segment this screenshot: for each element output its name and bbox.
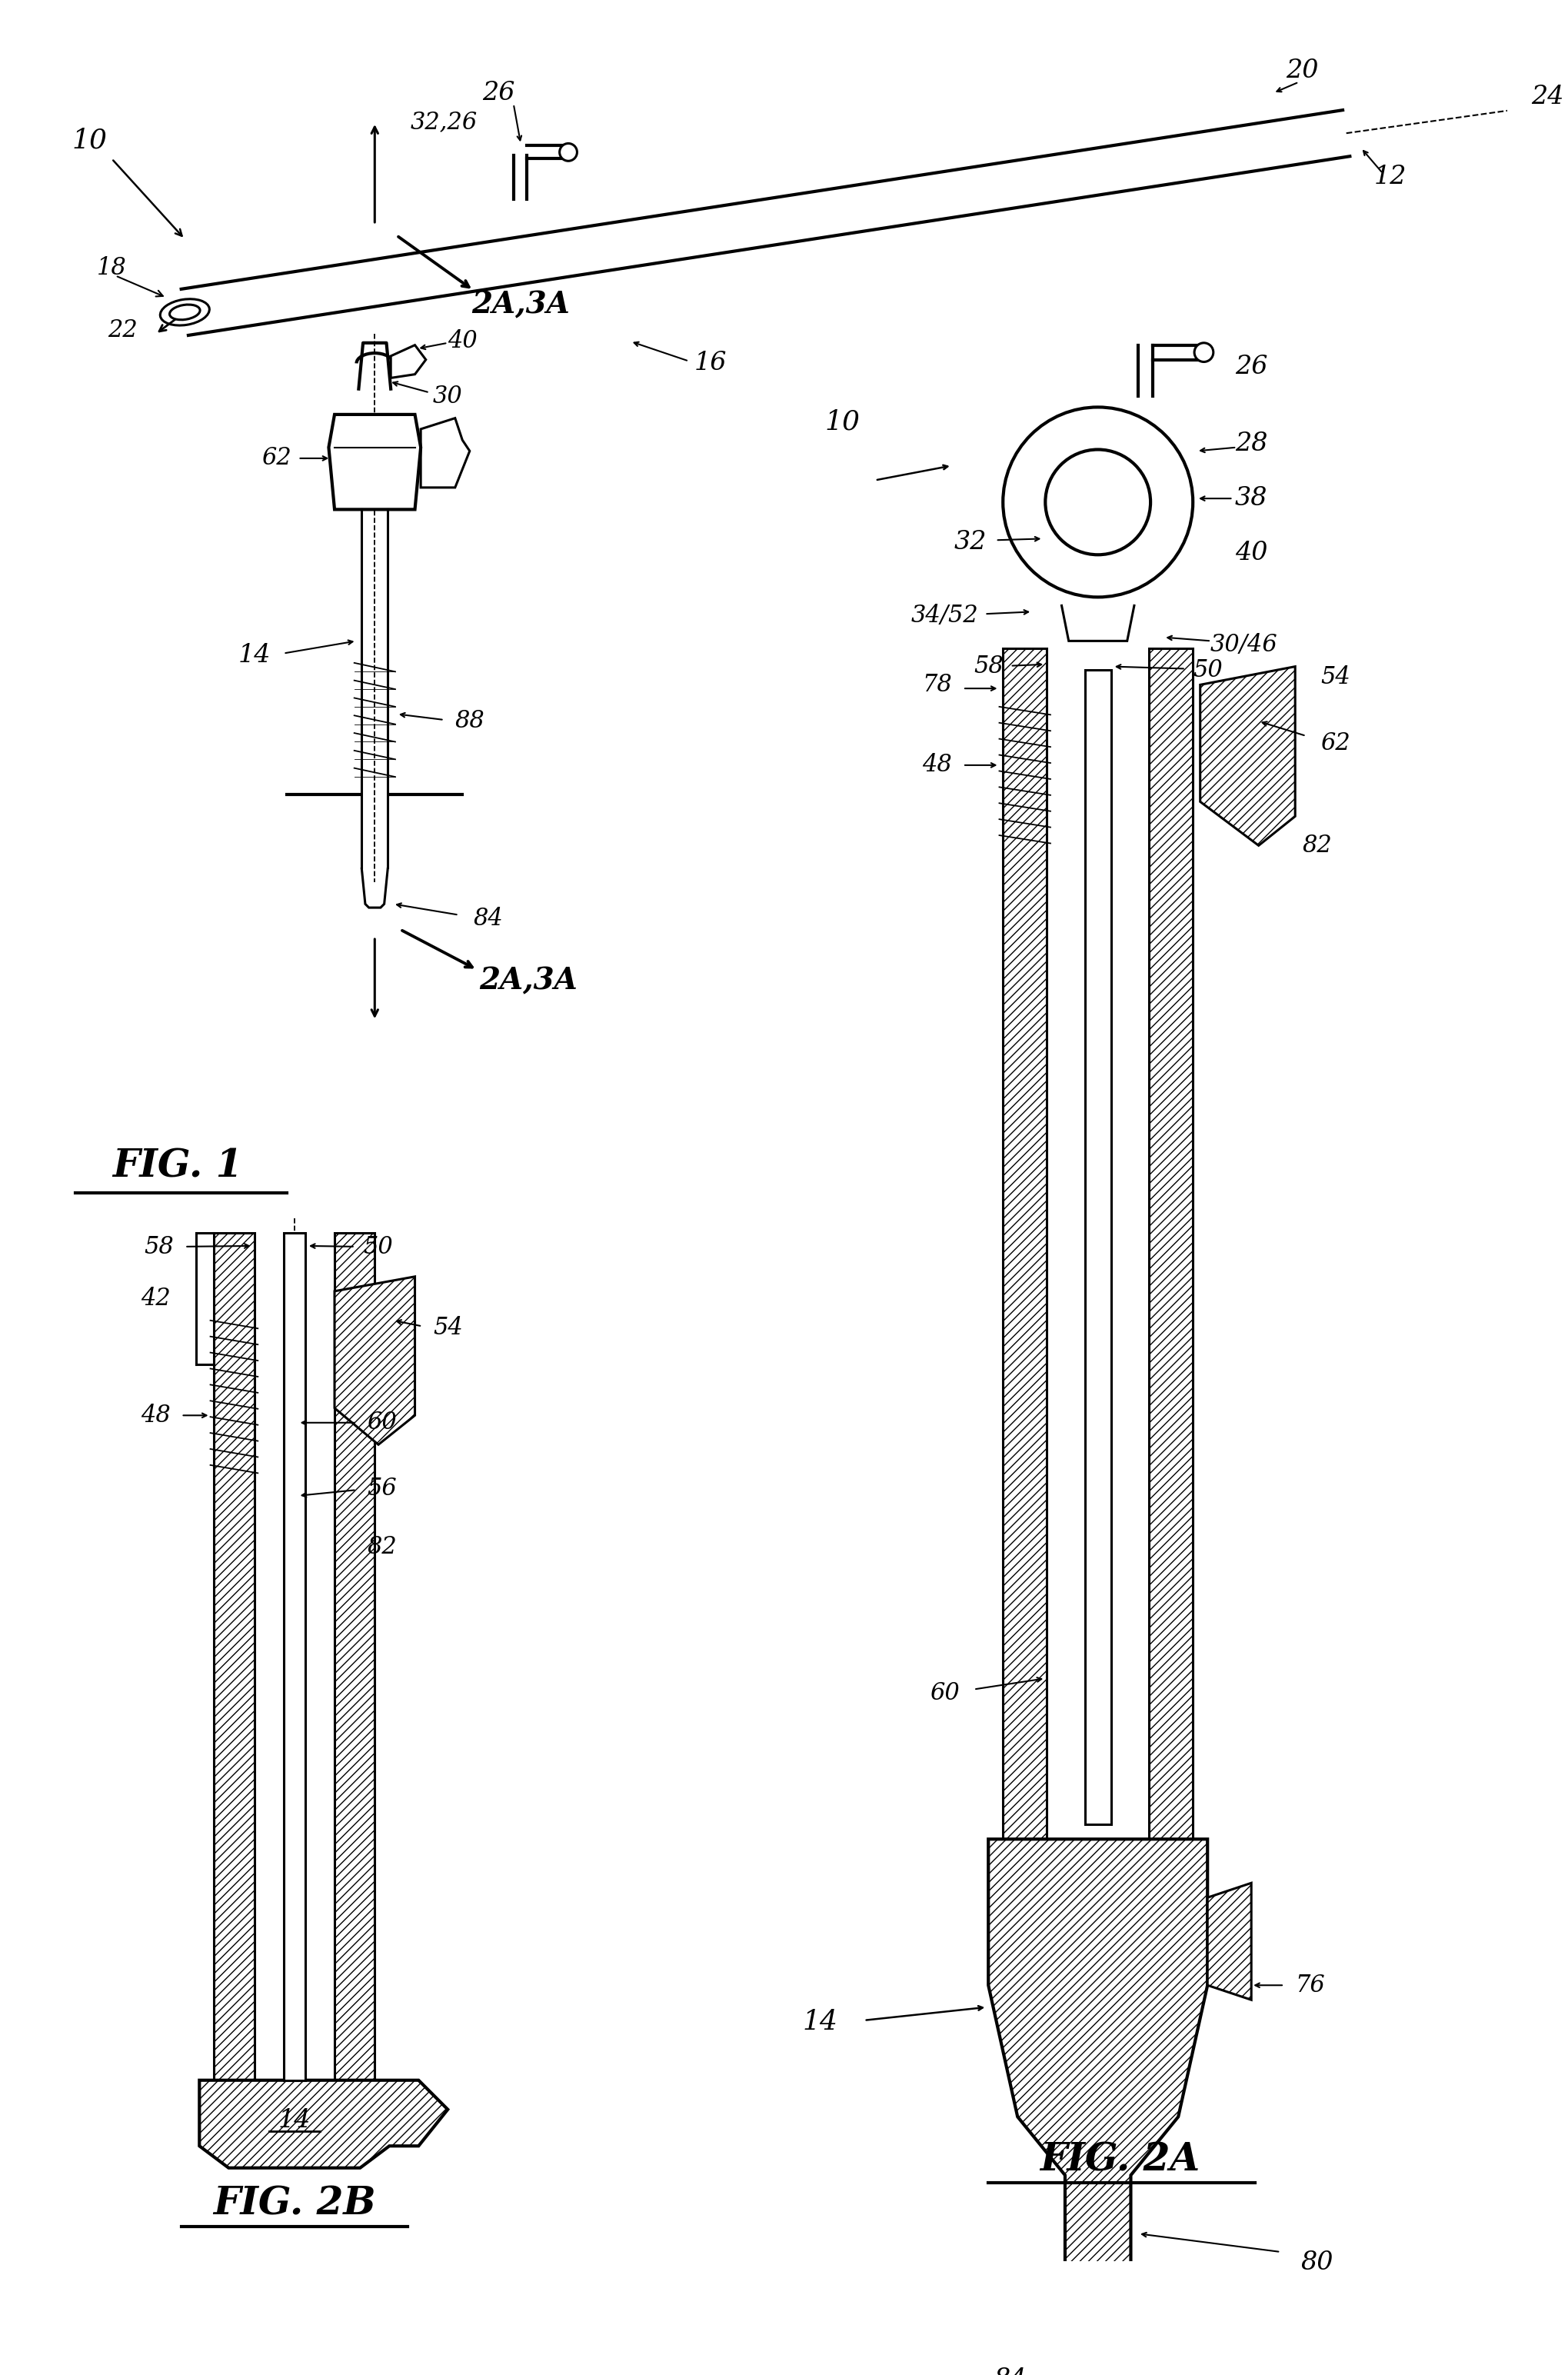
- Polygon shape: [390, 344, 425, 378]
- Text: 84: 84: [994, 2368, 1025, 2375]
- Bar: [334, 1233, 375, 2080]
- Text: 40: 40: [447, 330, 477, 354]
- Text: 60: 60: [930, 1682, 960, 1705]
- Text: 32,26: 32,26: [411, 109, 477, 133]
- Text: 40: 40: [1234, 542, 1267, 565]
- Text: 30: 30: [433, 385, 463, 408]
- Text: 58: 58: [144, 1235, 174, 1259]
- Polygon shape: [420, 418, 469, 487]
- Text: 50: 50: [364, 1235, 394, 1259]
- Text: 14: 14: [238, 644, 270, 667]
- Text: 14: 14: [278, 2109, 310, 2133]
- Text: 54: 54: [433, 1316, 463, 1339]
- Text: 2A,3A: 2A,3A: [472, 290, 569, 321]
- Text: 48: 48: [922, 753, 952, 777]
- Text: 22: 22: [1080, 482, 1115, 508]
- Text: 88: 88: [455, 710, 485, 734]
- Text: 28: 28: [1234, 432, 1267, 456]
- Ellipse shape: [160, 299, 209, 325]
- Polygon shape: [1062, 603, 1134, 641]
- Circle shape: [1002, 406, 1192, 596]
- Circle shape: [560, 142, 577, 162]
- Text: 58: 58: [974, 656, 1004, 679]
- Text: 30/46: 30/46: [1209, 632, 1276, 656]
- Bar: [1068, 2366, 1126, 2375]
- Polygon shape: [199, 2080, 447, 2168]
- Text: 60: 60: [367, 1411, 397, 1434]
- Text: 14: 14: [803, 2009, 837, 2035]
- Text: 54: 54: [1320, 665, 1350, 689]
- Text: 20: 20: [1286, 59, 1319, 83]
- Text: 62: 62: [262, 446, 292, 470]
- Polygon shape: [334, 1278, 414, 1444]
- Text: 32: 32: [953, 530, 986, 556]
- Text: 26: 26: [483, 81, 514, 104]
- Polygon shape: [1200, 667, 1295, 845]
- Ellipse shape: [169, 304, 199, 321]
- Text: 42: 42: [141, 1287, 171, 1311]
- Text: 62: 62: [1320, 732, 1350, 755]
- Text: 34/52: 34/52: [911, 603, 978, 627]
- Text: 48: 48: [141, 1404, 171, 1427]
- Text: 24: 24: [1530, 85, 1563, 109]
- Text: 56: 56: [367, 1477, 397, 1501]
- Text: 2A,3A: 2A,3A: [478, 967, 577, 995]
- Text: 82: 82: [367, 1534, 397, 1558]
- Text: 22: 22: [108, 318, 138, 342]
- Polygon shape: [988, 1838, 1207, 2351]
- Text: 78: 78: [922, 672, 952, 696]
- Bar: [1002, 648, 1046, 1838]
- Text: 82: 82: [1301, 834, 1331, 857]
- Text: 76: 76: [1294, 1974, 1323, 1997]
- Text: 18: 18: [97, 256, 127, 280]
- Text: FIG. 2A: FIG. 2A: [1040, 2142, 1200, 2180]
- Bar: [284, 1233, 306, 2080]
- Text: FIG. 2B: FIG. 2B: [213, 2185, 376, 2223]
- Text: 80: 80: [1300, 2252, 1333, 2275]
- Polygon shape: [329, 416, 420, 511]
- Text: 84: 84: [474, 907, 503, 931]
- Bar: [1083, 670, 1110, 1824]
- Text: 10: 10: [72, 128, 108, 154]
- Text: 38: 38: [1234, 487, 1267, 511]
- Text: FIG. 1: FIG. 1: [113, 1147, 243, 1185]
- Text: 26: 26: [1234, 354, 1267, 380]
- Text: 50: 50: [1192, 658, 1221, 682]
- Text: 16: 16: [695, 352, 726, 375]
- Bar: [1148, 648, 1192, 1838]
- Circle shape: [1044, 449, 1149, 556]
- Text: 12: 12: [1374, 164, 1406, 190]
- Polygon shape: [1207, 1883, 1251, 2000]
- Text: 10: 10: [825, 408, 859, 435]
- Bar: [213, 1233, 254, 2080]
- Circle shape: [1193, 342, 1212, 361]
